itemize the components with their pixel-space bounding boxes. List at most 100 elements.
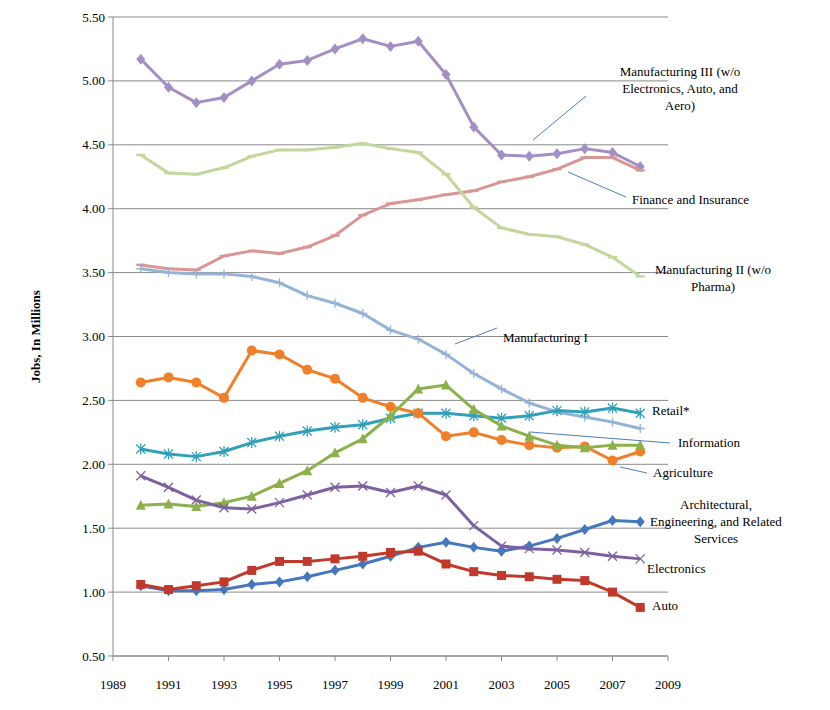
x-tick bbox=[390, 656, 391, 661]
legend-entry: Manufacturing I bbox=[503, 330, 588, 345]
marker bbox=[247, 272, 256, 281]
legend-entry: Manufacturing III (w/oElectronics, Auto,… bbox=[620, 64, 741, 113]
marker bbox=[636, 516, 645, 527]
series bbox=[136, 158, 645, 270]
marker bbox=[303, 490, 312, 499]
marker bbox=[330, 374, 340, 384]
marker bbox=[247, 75, 256, 86]
marker bbox=[220, 269, 229, 278]
marker bbox=[636, 554, 645, 563]
marker bbox=[358, 482, 367, 491]
marker bbox=[192, 581, 201, 590]
marker bbox=[608, 418, 617, 427]
marker bbox=[525, 398, 534, 407]
legend-entry: Agriculture bbox=[653, 465, 713, 480]
marker bbox=[303, 291, 312, 300]
marker bbox=[414, 199, 423, 202]
marker bbox=[414, 482, 423, 491]
y-tick-label: 4.00 bbox=[82, 201, 105, 216]
marker bbox=[553, 533, 562, 544]
y-tick bbox=[108, 208, 113, 209]
marker bbox=[136, 378, 146, 388]
marker bbox=[303, 557, 312, 566]
leader-line bbox=[530, 432, 670, 443]
y-tick-label: 5.50 bbox=[82, 10, 105, 25]
marker bbox=[164, 172, 173, 175]
marker bbox=[358, 214, 367, 217]
marker bbox=[497, 420, 507, 430]
y-tick-label: 1.00 bbox=[82, 585, 105, 600]
y-tick bbox=[108, 272, 113, 273]
marker bbox=[386, 488, 395, 497]
y-tick bbox=[108, 400, 113, 401]
marker bbox=[553, 148, 562, 159]
marker bbox=[386, 41, 395, 52]
series-line bbox=[141, 269, 641, 429]
marker bbox=[247, 579, 256, 590]
marker bbox=[636, 275, 645, 278]
marker bbox=[414, 36, 423, 47]
y-tick bbox=[108, 656, 113, 657]
grid bbox=[113, 17, 668, 656]
legend-entry: Information bbox=[678, 435, 741, 450]
series-line bbox=[141, 144, 641, 277]
y-tick bbox=[108, 464, 113, 465]
marker bbox=[136, 580, 145, 591]
marker bbox=[580, 156, 589, 159]
y-axis bbox=[113, 17, 114, 656]
marker bbox=[469, 369, 478, 378]
marker bbox=[136, 471, 145, 480]
series-line bbox=[141, 551, 641, 607]
x-tick-label: 2003 bbox=[489, 677, 515, 692]
marker bbox=[247, 250, 256, 253]
marker bbox=[386, 202, 395, 205]
marker bbox=[331, 299, 340, 308]
x-tick-label: 1995 bbox=[267, 677, 293, 692]
marker bbox=[136, 500, 146, 510]
series-line bbox=[141, 158, 641, 270]
series bbox=[136, 144, 645, 277]
marker bbox=[331, 146, 340, 149]
marker bbox=[331, 43, 340, 54]
marker bbox=[164, 483, 173, 492]
marker bbox=[275, 252, 284, 255]
marker bbox=[164, 585, 173, 594]
marker bbox=[442, 559, 451, 568]
y-tick-label: 3.00 bbox=[82, 329, 105, 344]
marker bbox=[413, 408, 423, 418]
series-line bbox=[141, 351, 641, 461]
marker bbox=[525, 544, 534, 553]
x-tick-label: 2005 bbox=[544, 677, 570, 692]
marker bbox=[442, 490, 451, 499]
marker bbox=[164, 449, 173, 460]
grid-line bbox=[113, 208, 668, 209]
marker bbox=[275, 576, 284, 587]
marker bbox=[302, 365, 312, 375]
marker bbox=[275, 59, 284, 70]
marker bbox=[469, 427, 479, 437]
leader-line bbox=[533, 96, 586, 140]
marker bbox=[580, 576, 589, 585]
marker bbox=[192, 451, 201, 462]
y-tick bbox=[108, 336, 113, 337]
marker bbox=[580, 406, 589, 417]
series bbox=[136, 547, 645, 612]
marker bbox=[552, 440, 562, 450]
marker bbox=[386, 410, 396, 420]
leader-line bbox=[568, 172, 626, 197]
y-axis-label: Jobs, In Millions bbox=[28, 290, 43, 383]
marker bbox=[414, 547, 423, 556]
x-tick bbox=[612, 656, 613, 661]
marker bbox=[413, 383, 423, 393]
marker bbox=[164, 268, 173, 277]
marker bbox=[275, 278, 284, 287]
marker bbox=[497, 150, 506, 161]
legend-entry: Electronics bbox=[647, 561, 705, 576]
series-line bbox=[141, 385, 641, 506]
series bbox=[136, 33, 645, 172]
x-tick-label: 2007 bbox=[600, 677, 627, 692]
marker bbox=[358, 433, 368, 443]
marker bbox=[441, 431, 451, 441]
y-tick-label: 2.00 bbox=[82, 457, 105, 472]
marker bbox=[608, 455, 618, 465]
